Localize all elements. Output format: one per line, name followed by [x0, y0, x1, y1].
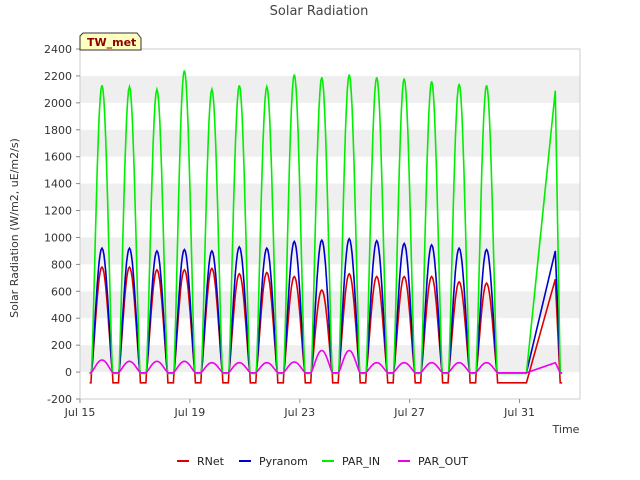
station-badge: TW_met: [79, 32, 142, 51]
x-tick-label: Jul 23: [283, 406, 315, 419]
legend-label: Pyranom: [259, 455, 308, 468]
y-tick-label: 600: [51, 285, 72, 298]
x-tick-label: Jul 19: [174, 406, 206, 419]
legend-label: PAR_IN: [342, 455, 380, 468]
x-axis: Jul 15 Jul 19 Jul 23 Jul 27 Jul 31: [64, 399, 535, 419]
y-tick-label: 1400: [44, 178, 72, 191]
y-tick-label: 2400: [44, 43, 72, 56]
y-axis: -200 0 200 400 600 800 1000 1200 1400 1600 1800 200…: [44, 43, 80, 406]
station-badge-label: TW_met: [87, 36, 136, 49]
series-line-rnet: [89, 265, 563, 384]
y-tick-label: 400: [51, 312, 72, 325]
grid-band: [80, 183, 580, 211]
series-lines: [89, 70, 563, 384]
grid-band: [80, 75, 580, 103]
legend: RNet Pyranom PAR_IN PAR_OUT: [177, 455, 468, 468]
y-tick-label: 1800: [44, 124, 72, 137]
legend-label: RNet: [197, 455, 225, 468]
y-tick-label: 800: [51, 258, 72, 271]
y-tick-label: 0: [65, 366, 72, 379]
y-tick-label: 2200: [44, 70, 72, 83]
grid-band: [80, 129, 580, 157]
series-line-par-out: [89, 349, 563, 374]
x-tick-label: Jul 15: [64, 406, 96, 419]
x-tick-label: Jul 27: [393, 406, 425, 419]
y-tick-label: 200: [51, 339, 72, 352]
y-tick-label: 1600: [44, 151, 72, 164]
plot-frame: [79, 48, 581, 400]
y-axis-title: Solar Radiation (W/m2, uE/m2/s): [8, 138, 21, 318]
x-axis-title: Time: [552, 423, 580, 436]
x-tick-label: Jul 31: [503, 406, 535, 419]
y-tick-label: 2000: [44, 97, 72, 110]
y-tick-label: 1000: [44, 231, 72, 244]
chart-title: Solar Radiation: [270, 4, 369, 19]
series-line-pyranom: [89, 237, 563, 374]
series-line-par-in: [89, 70, 563, 375]
y-tick-label: -200: [47, 393, 72, 406]
legend-label: PAR_OUT: [418, 455, 468, 468]
y-tick-label: 1200: [44, 205, 72, 218]
grid-bands: [80, 75, 580, 373]
